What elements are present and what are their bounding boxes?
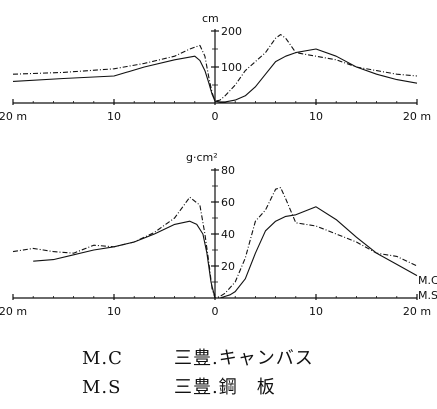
x-tick-label: 10 bbox=[107, 110, 121, 123]
x-tick-label: 0 bbox=[212, 110, 219, 123]
y-unit-label: cm bbox=[202, 12, 219, 25]
legend-entry-mc: M.C 三豊.キャンバス bbox=[82, 344, 314, 370]
legend-code: M.C bbox=[82, 348, 123, 369]
legend-entry-ms: M.S 三豊.鋼 板 bbox=[82, 373, 276, 399]
y-tick-label: 80 bbox=[221, 164, 235, 177]
x-tick-label: 10 bbox=[107, 305, 121, 318]
y-tick-label: 60 bbox=[221, 196, 235, 209]
legend-description: 三豊.キャンバス bbox=[174, 348, 314, 369]
x-tick-label: 20 m bbox=[0, 305, 27, 318]
series-end-label: M.S bbox=[418, 289, 437, 302]
x-tick-label: 10 bbox=[309, 110, 323, 123]
series-line-2 bbox=[33, 206, 418, 299]
y-tick-label: 200 bbox=[221, 25, 242, 38]
legend-code: M.S bbox=[82, 377, 122, 398]
x-tick-label: 20 m bbox=[403, 110, 431, 123]
x-tick-label: 0 bbox=[212, 305, 219, 318]
bottom-chart: 20 m 10 0 10 20 m 20 40 60 80g·cm² M.C M.S bbox=[0, 151, 437, 318]
y-tick-label: 40 bbox=[221, 228, 235, 241]
x-tick-label: 20 m bbox=[403, 305, 431, 318]
x-tick-label: 20 m bbox=[0, 110, 27, 123]
y-tick-label: 100 bbox=[221, 61, 242, 74]
y-unit-label: g·cm² bbox=[186, 151, 218, 164]
series-line-1 bbox=[12, 34, 418, 102]
x-tick-label: 10 bbox=[309, 305, 323, 318]
series-line-2 bbox=[12, 48, 418, 103]
series-end-label: M.C bbox=[418, 274, 437, 287]
y-tick-label: 20 bbox=[221, 260, 235, 273]
legend-description: 三豊.鋼 板 bbox=[174, 377, 276, 398]
